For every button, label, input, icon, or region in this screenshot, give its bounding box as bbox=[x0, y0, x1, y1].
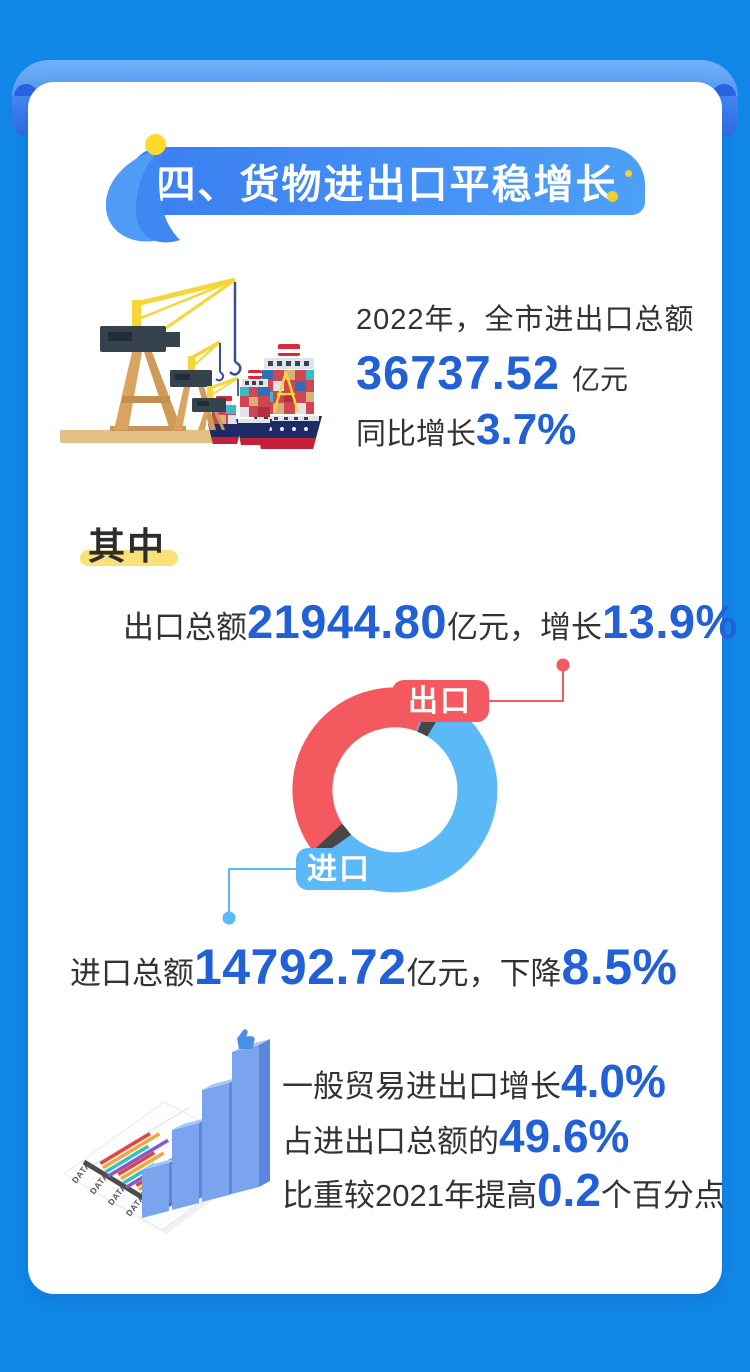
thumbs-up-icon bbox=[237, 1029, 255, 1050]
stair-bars bbox=[142, 1039, 270, 1218]
yellow-highlight-bar bbox=[80, 550, 178, 566]
total-trade-section: 2022年，全市进出口总额 36737.52 亿元 同比增长 3.7% bbox=[356, 296, 695, 455]
export-stat-line: 出口总额 21944.80 亿元，增长 13.9% bbox=[123, 594, 738, 649]
gt-line1-value: 4.0% bbox=[561, 1055, 666, 1107]
export-prefix: 出口总额 bbox=[123, 610, 247, 645]
total-unit: 亿元 bbox=[572, 364, 629, 395]
bar-chart-illustration-icon: DATA DATA DATA DATA bbox=[63, 1029, 270, 1234]
import-growth: 8.5% bbox=[561, 939, 678, 995]
large-ship bbox=[254, 344, 322, 449]
crane-3 bbox=[192, 376, 239, 430]
export-label: 出口 bbox=[408, 685, 472, 718]
total-value: 36737.52 bbox=[356, 346, 561, 399]
arc-gap-bottom bbox=[312, 823, 352, 859]
yellow-dot-small bbox=[625, 170, 632, 177]
among-section: 其中 bbox=[80, 516, 178, 570]
gt-line2-prefix: 占进出口总额的 bbox=[282, 1123, 499, 1159]
import-stat-line: 进口总额 14792.72 亿元，下降 8.5% bbox=[70, 938, 678, 996]
import-prefix: 进口总额 bbox=[70, 956, 194, 991]
export-growth: 13.9% bbox=[602, 595, 738, 648]
import-value: 14792.72 bbox=[194, 939, 407, 995]
yellow-circle-decoration bbox=[145, 134, 166, 155]
page-title: 四、货物进出口平稳增长 bbox=[155, 163, 618, 207]
export-callout-line bbox=[489, 669, 564, 702]
wave-blob-icon bbox=[105, 148, 180, 243]
quay bbox=[60, 430, 226, 443]
crane-2 bbox=[170, 340, 225, 430]
total-growth-value: 3.7% bbox=[476, 405, 577, 454]
export-mid: 亿元，增长 bbox=[447, 610, 603, 645]
export-value: 21944.80 bbox=[247, 595, 448, 648]
import-mid: 亿元，下降 bbox=[406, 956, 562, 991]
total-growth-prefix: 同比增长 bbox=[356, 418, 476, 451]
medium-ship bbox=[236, 370, 272, 445]
gt-line3-value: 0.2 bbox=[536, 1164, 601, 1217]
content-card bbox=[28, 82, 722, 1294]
yellow-dot-large bbox=[607, 191, 618, 202]
donut-chart: 出口 进口 bbox=[222, 658, 570, 925]
import-callout-dot bbox=[222, 911, 236, 925]
header-banner: 四、货物进出口平稳增长 bbox=[128, 147, 645, 215]
among-label: 其中 bbox=[88, 526, 166, 567]
total-intro: 2022年，全市进出口总额 bbox=[356, 304, 695, 336]
big-crane bbox=[100, 277, 242, 430]
export-callout-dot bbox=[556, 658, 570, 672]
export-label-badge bbox=[392, 680, 489, 722]
gt-line2-value: 49.6% bbox=[499, 1109, 630, 1162]
export-arc bbox=[292, 687, 431, 860]
gt-line3-suffix: 个百分点 bbox=[600, 1178, 725, 1214]
port-ships-icon bbox=[60, 277, 322, 449]
gt-line1-prefix: 一般贸易进出口增长 bbox=[282, 1069, 561, 1104]
import-callout-line bbox=[228, 868, 296, 913]
general-trade-section: 一般贸易进出口增长 4.0% 占进出口总额的 49.6% 比重较2021年提高 … bbox=[282, 1055, 725, 1220]
import-label: 进口 bbox=[307, 853, 371, 886]
gt-line3-prefix: 比重较2021年提高 bbox=[282, 1178, 537, 1214]
import-label-badge bbox=[296, 848, 383, 890]
